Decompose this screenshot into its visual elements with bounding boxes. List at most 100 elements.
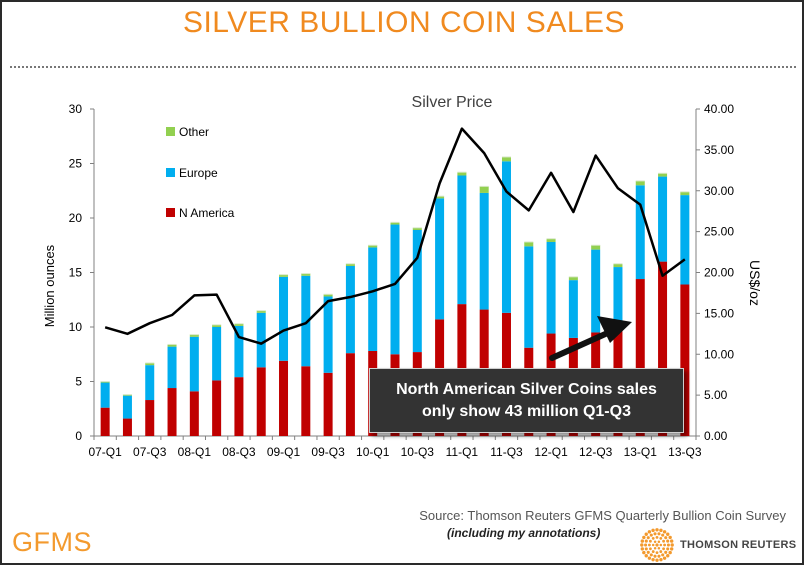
tr-logo-dot [644, 532, 648, 536]
x-tick-label: 09-Q3 [311, 445, 345, 459]
silver-price-line [104, 127, 686, 345]
bar-other [234, 323, 244, 326]
bar-other [122, 394, 132, 396]
tr-logo-dot [646, 536, 650, 540]
thomson-reuters-dots-icon [640, 528, 674, 562]
price-line-layer [104, 127, 686, 361]
bar-europe [501, 161, 511, 313]
tr-logo-dot [662, 556, 667, 560]
tr-logo-dot [653, 532, 657, 536]
page-title: SILVER BULLION COIN SALES [182, 6, 626, 39]
title-divider [10, 66, 796, 68]
bar-other [390, 222, 400, 225]
bar-n-america [100, 407, 110, 436]
tr-logo-dot [651, 528, 655, 533]
tr-logo-dot [668, 535, 672, 540]
tr-logo-dot [649, 533, 653, 537]
bar-europe [457, 175, 467, 305]
y-tick-label: 0 [75, 429, 82, 443]
y-tick-label: 20 [69, 211, 83, 225]
tr-logo-dot [659, 557, 663, 562]
annotation-callout: North American Silver Coins sales only s… [369, 368, 684, 433]
tr-logo-dot [649, 547, 652, 551]
y2-tick-label: 20.00 [704, 266, 734, 280]
y-tick-label: 30 [69, 102, 83, 116]
y-tick-label: 10 [69, 320, 83, 334]
source-text: Source: Thomson Reuters GFMS Quarterly B… [419, 508, 786, 523]
tr-logo-dot [657, 532, 661, 536]
tr-logo-dot [644, 554, 648, 558]
bar-europe [323, 296, 333, 373]
bar-europe [390, 224, 400, 355]
x-tick-label: 07-Q3 [133, 445, 167, 459]
bar-other [412, 227, 422, 230]
bar-other [680, 191, 690, 196]
tr-logo-dot [662, 539, 665, 543]
bar-europe [479, 192, 489, 310]
x-tick-label: 07-Q1 [88, 445, 122, 459]
tr-logo-dot [644, 547, 648, 551]
callout-line-2: only show 43 million Q1-Q3 [422, 403, 631, 420]
tr-logo-dot [659, 550, 663, 553]
y-tick-label: 5 [75, 375, 82, 389]
x-tick-label: 11-Q1 [446, 445, 479, 459]
bar-europe [100, 382, 110, 408]
bar-n-america [167, 388, 177, 436]
tr-logo-dot [649, 539, 652, 543]
y2-tick-label: 25.00 [704, 225, 734, 239]
tr-logo-dot [670, 543, 674, 547]
x-tick-label: 10-Q1 [356, 445, 390, 459]
tr-logo-dot [647, 556, 652, 560]
bar-other [368, 245, 378, 248]
tr-logo-dot [649, 553, 653, 557]
bar-other [457, 172, 467, 176]
bar-other [479, 186, 489, 193]
bar-other [256, 310, 266, 313]
bar-europe [145, 365, 155, 401]
bar-other [100, 381, 110, 383]
bar-europe [234, 325, 244, 378]
tr-logo-dot [661, 553, 665, 557]
thomson-reuters-logo: THOMSON REUTERS [640, 528, 796, 562]
bar-europe [167, 346, 177, 389]
legend-swatch-europe [166, 168, 175, 177]
y-tick-label: 25 [69, 157, 83, 171]
y-axis-label: Million ounces [42, 244, 57, 327]
bar-europe [680, 195, 690, 285]
tr-logo-dot [661, 533, 665, 537]
tr-logo-dot [640, 543, 644, 547]
tr-logo-dot [655, 536, 659, 539]
tr-logo-dot [666, 547, 670, 551]
bar-n-america [279, 360, 289, 436]
annotation-arrow-head [597, 316, 632, 343]
bar-n-america [189, 391, 199, 436]
y2-tick-label: 15.00 [704, 306, 734, 320]
bar-n-america [680, 284, 690, 436]
bar-other [591, 245, 601, 250]
tr-logo-dot [668, 550, 672, 555]
bar-europe [189, 336, 199, 392]
bar-n-america [345, 353, 355, 436]
bar-europe [635, 185, 645, 280]
bar-other [323, 294, 333, 297]
tr-logo-dot [659, 543, 663, 547]
bar-other [658, 173, 668, 177]
x-tick-label: 08-Q1 [178, 445, 212, 459]
bar-n-america [122, 418, 132, 436]
bar-europe [279, 276, 289, 361]
legend-swatch-other [166, 127, 175, 136]
bar-europe [345, 265, 355, 354]
y2-axis-label: US$/oz [747, 260, 763, 306]
x-tick-label: 12-Q1 [534, 445, 568, 459]
bar-other [435, 196, 445, 199]
callout-line-1: North American Silver Coins sales [396, 381, 657, 398]
x-tick-label: 09-Q1 [267, 445, 301, 459]
bar-other [345, 263, 355, 266]
bar-n-america [145, 400, 155, 436]
text-layer: 0 5 10 15 20 25 30 0.00 5.00 10.00 15.00 20.00 25.00… [69, 102, 735, 459]
tr-logo-dot [659, 528, 663, 533]
tr-logo-dot [666, 543, 670, 547]
tr-logo-dot [653, 547, 657, 550]
bar-europe [658, 176, 668, 262]
